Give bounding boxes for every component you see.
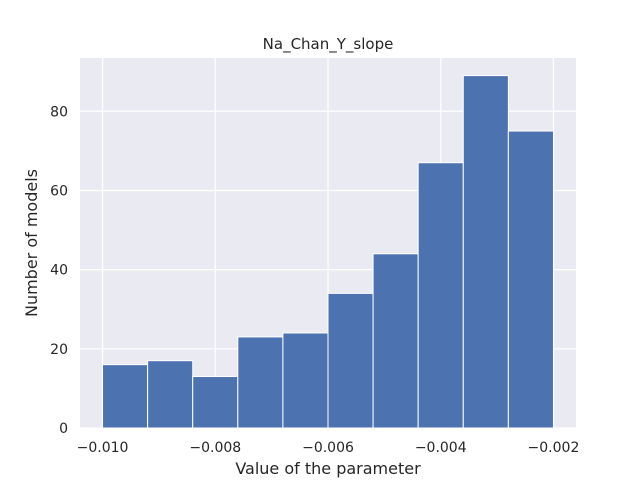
chart-title: Na_Chan_Y_slope bbox=[263, 35, 394, 54]
x-tick-labels: −0.010 −0.008 −0.006 −0.004 −0.002 bbox=[77, 440, 580, 456]
histogram-bar bbox=[372, 253, 419, 429]
y-tick-label: 0 bbox=[59, 421, 68, 437]
x-tick-label: −0.010 bbox=[77, 440, 129, 456]
histogram-bar bbox=[147, 360, 194, 429]
y-tick-label: 60 bbox=[50, 183, 68, 199]
histogram-bar bbox=[327, 292, 374, 429]
histogram-bar bbox=[462, 75, 509, 429]
histogram-bar bbox=[507, 130, 554, 429]
y-tick-labels: 0 20 40 60 80 bbox=[50, 104, 68, 437]
x-tick-label: −0.004 bbox=[415, 440, 467, 456]
y-tick-label: 40 bbox=[50, 263, 68, 279]
histogram-bar bbox=[102, 364, 149, 429]
x-tick-label: −0.006 bbox=[302, 440, 354, 456]
y-tick-label: 20 bbox=[50, 342, 68, 358]
x-tick-label: −0.008 bbox=[189, 440, 241, 456]
histogram-bar bbox=[417, 162, 464, 429]
histogram-bar bbox=[237, 336, 284, 429]
y-axis-label: Number of models bbox=[22, 169, 41, 317]
bars bbox=[102, 75, 554, 429]
x-axis-label: Value of the parameter bbox=[235, 459, 421, 478]
x-tick-label: −0.002 bbox=[528, 440, 580, 456]
histogram-bar bbox=[192, 376, 239, 429]
histogram-bar bbox=[282, 332, 329, 429]
y-tick-label: 80 bbox=[50, 104, 68, 120]
